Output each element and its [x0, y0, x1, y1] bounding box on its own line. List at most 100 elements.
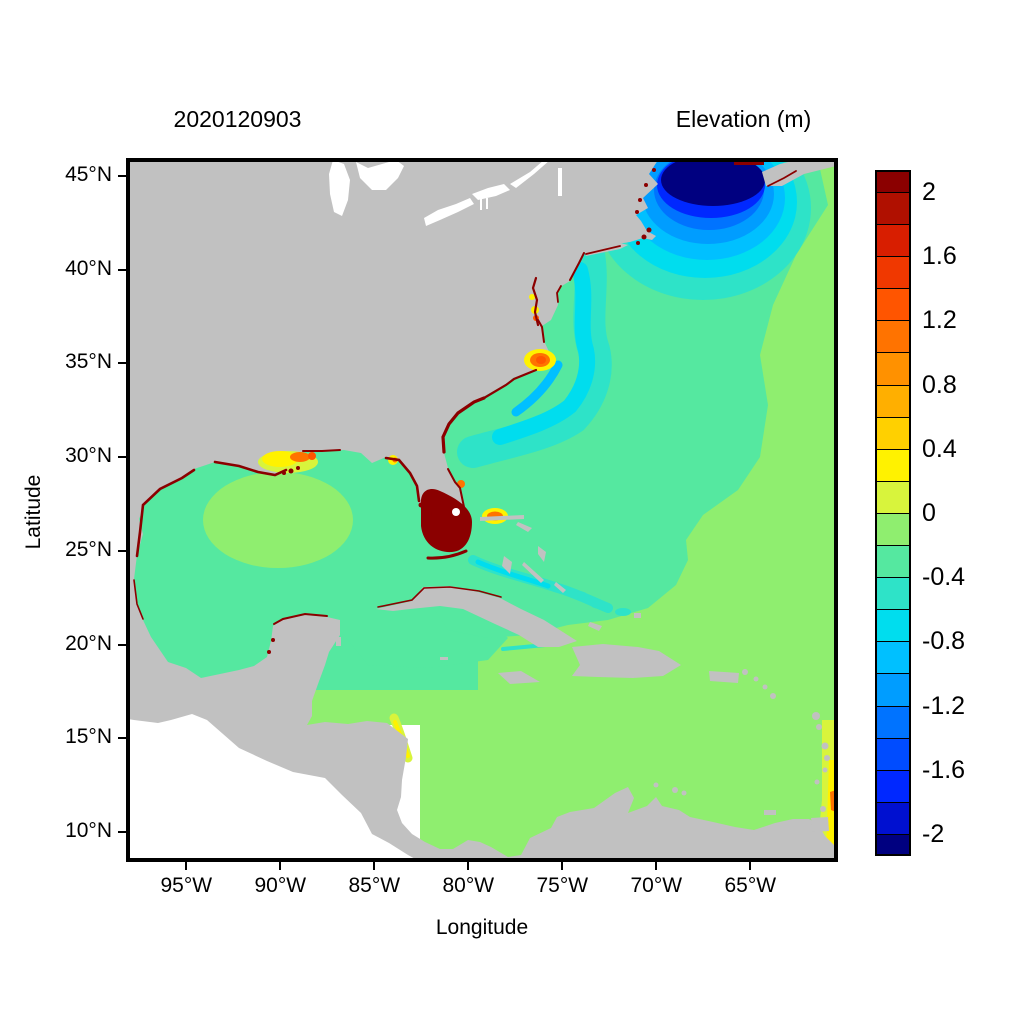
fringe-virginia: [537, 319, 545, 343]
channel-patch: [615, 608, 631, 616]
y-tick-label: 30°N: [65, 444, 112, 468]
colorbar-tick-label: -0.8: [922, 627, 966, 656]
wet-cell: [636, 241, 640, 245]
wet-cell: [418, 502, 424, 508]
channel-patch: [591, 601, 605, 609]
louisiana-coast-high-core: [290, 452, 310, 462]
colorbar-segment: [877, 352, 909, 385]
y-tick-label: 10°N: [65, 819, 112, 843]
colorbar-segment: [877, 172, 909, 192]
island-grand-bahama: [480, 515, 524, 521]
y-tick-label: 40°N: [65, 256, 112, 280]
map-frame: [128, 160, 836, 860]
colorbar-tick-label: -1.6: [922, 755, 966, 784]
y-tick-mark: [118, 268, 126, 271]
florida-straits-core: [475, 559, 551, 589]
gulf-center-patch: [203, 472, 353, 568]
island-long-bahama: [554, 582, 566, 593]
x-tick-mark: [279, 862, 282, 870]
y-tick-label: 15°N: [65, 725, 112, 749]
ocean-fields: [128, 160, 836, 860]
island-antilles: [762, 684, 768, 690]
great-lakes: [329, 160, 562, 226]
fringe-nova-scotia: [767, 170, 797, 187]
x-tick-label: 75°W: [536, 874, 589, 897]
wet-cell: [646, 227, 652, 233]
colorbar-segment: [877, 577, 909, 610]
colorbar-tick-label: 2: [922, 178, 936, 206]
fringe-yucatan: [273, 612, 328, 625]
wet-cell: [288, 468, 294, 474]
colorbar-segment: [877, 833, 909, 854]
island-hispaniola: [572, 644, 681, 678]
gom-core: [661, 160, 765, 206]
island-dominica: [816, 724, 822, 730]
island-antilles: [753, 676, 759, 682]
colorbar-segment: [877, 769, 909, 802]
fringe-louisiana: [213, 460, 288, 477]
colorbar-segment: [877, 512, 909, 546]
x-tick-label: 80°W: [442, 874, 495, 897]
x-tick-label: 90°W: [254, 874, 307, 897]
lake-ontario: [472, 184, 510, 200]
mississippi-sound-high: [308, 452, 316, 460]
y-tick-label: 45°N: [65, 162, 112, 186]
colorbar-title: Elevation (m): [675, 106, 812, 132]
colorbar-segment: [877, 737, 909, 770]
colorbar-segment: [877, 288, 909, 321]
fringe-new-jersey: [569, 252, 585, 281]
colorbar-tick-label: -0.4: [922, 563, 966, 592]
island-st-lucia: [824, 755, 830, 761]
y-tick-mark: [118, 362, 126, 365]
x-tick-label: 65°W: [724, 874, 777, 897]
colorbar-segment: [877, 641, 909, 674]
wet-cell: [638, 198, 642, 202]
island-cozumel: [336, 637, 341, 646]
finger-lake: [486, 198, 488, 209]
colorbar-segment: [877, 801, 909, 834]
y-axis-title: Latitude: [22, 474, 45, 550]
colorbar-tick-label: -2: [922, 820, 945, 848]
colorbar-tick-label: 1.6: [922, 242, 957, 271]
island-turks: [634, 613, 641, 618]
x-tick-mark: [467, 862, 470, 870]
gulf-of-maine-low: [595, 160, 811, 300]
shelf-band-inner: [492, 262, 596, 445]
island-cayman: [440, 657, 448, 660]
island-grenada: [814, 779, 820, 785]
island-guadeloupe: [812, 712, 820, 720]
y-tick-mark: [118, 549, 126, 552]
colorbar-segment: [877, 384, 909, 417]
fringe-georgia: [441, 396, 486, 454]
island-bonaire: [681, 790, 687, 796]
island-margarita: [764, 810, 776, 815]
island-jamaica: [498, 671, 540, 684]
fringe-delaware: [556, 285, 562, 303]
land-north-central-south-america: [128, 160, 836, 860]
island-exuma: [522, 562, 544, 583]
lake-okeechobee: [452, 508, 460, 516]
island-cuba: [376, 586, 577, 647]
fringe-chesapeake: [531, 276, 540, 327]
x-tick-label: 85°W: [348, 874, 401, 897]
plot-border: [126, 158, 838, 862]
wet-cell: [641, 234, 647, 240]
x-tick-label: 70°W: [630, 874, 683, 897]
wet-cell: [652, 168, 656, 172]
island-st-vincent: [822, 767, 828, 773]
lake-michigan: [329, 160, 350, 216]
island-eleuthera: [538, 546, 546, 562]
x-tick-mark: [185, 862, 188, 870]
y-tick-mark: [118, 174, 126, 177]
island-inagua: [588, 622, 602, 631]
fringe-cuba-north: [377, 586, 502, 608]
x-tick-mark: [749, 862, 752, 870]
fringe-mississippi-alabama: [302, 449, 341, 452]
x-tick-mark: [561, 862, 564, 870]
colorbar-tick-label: 0.8: [922, 370, 957, 399]
y-tick-label: 35°N: [65, 350, 112, 374]
fringe-carolinas: [482, 368, 538, 400]
colorbar-tick-label: 1.2: [922, 306, 957, 335]
colorbar-segment: [877, 192, 909, 225]
